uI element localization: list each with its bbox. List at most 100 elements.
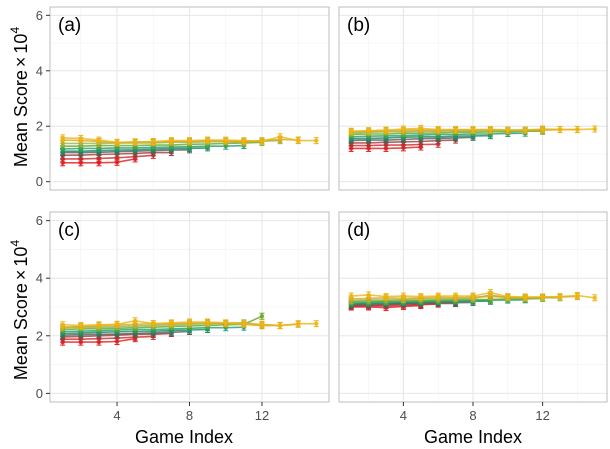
data-point <box>277 134 283 139</box>
data-point <box>366 128 371 133</box>
data-point <box>169 138 174 143</box>
data-point <box>241 321 247 326</box>
data-point <box>383 294 389 299</box>
data-point <box>366 292 371 298</box>
data-point <box>505 294 511 299</box>
data-point <box>205 319 210 325</box>
y-tick-label: 4 <box>36 271 43 286</box>
panel-border <box>49 6 330 191</box>
data-point <box>470 127 476 132</box>
data-point <box>383 127 389 133</box>
y-tick-label: 2 <box>36 119 43 134</box>
data-point <box>314 138 319 143</box>
data-point <box>96 137 102 143</box>
data-point <box>114 140 120 145</box>
data-point <box>488 290 493 295</box>
y-tick-label: 2 <box>36 328 43 343</box>
series-line <box>351 297 543 303</box>
y-tick-label: 6 <box>36 213 43 228</box>
y-axis-title-bottom: Mean Score×104 <box>8 240 31 381</box>
x-tick-label: 4 <box>400 408 407 423</box>
data-point <box>223 137 228 143</box>
data-point <box>401 293 406 299</box>
x-tick-label: 12 <box>255 408 269 423</box>
series-line <box>62 321 299 328</box>
series-line <box>62 141 263 147</box>
data-point <box>453 293 458 299</box>
series-line <box>62 315 263 331</box>
data-point <box>78 136 83 141</box>
data-point <box>187 319 192 325</box>
y-tick-label: 0 <box>36 386 43 401</box>
data-point <box>78 323 83 328</box>
data-point <box>314 321 319 326</box>
y-tick-label: 4 <box>36 63 43 78</box>
series-line <box>62 154 154 160</box>
series-line <box>62 149 190 154</box>
panel-label: (b) <box>347 15 370 36</box>
data-point <box>453 127 458 132</box>
y-tick-label: 0 <box>36 174 43 189</box>
data-point <box>557 294 563 299</box>
data-point <box>435 293 441 299</box>
data-point <box>523 127 528 133</box>
data-point <box>60 135 65 141</box>
data-point <box>557 127 563 132</box>
panel-label: (a) <box>58 15 81 36</box>
data-point <box>575 127 580 132</box>
x-axis-title-left: Game Index <box>135 427 233 447</box>
series-line <box>351 143 439 147</box>
x-axis-title-right: Game Index <box>424 427 522 447</box>
data-point <box>132 139 138 144</box>
data-point <box>296 138 301 143</box>
data-point <box>187 138 192 143</box>
data-point <box>169 320 174 326</box>
y-axis-title-top: Mean Score×104 <box>8 27 31 168</box>
data-point <box>223 320 228 326</box>
x-tick-label: 8 <box>469 408 476 423</box>
data-point <box>401 126 406 132</box>
series-line <box>351 136 474 142</box>
data-point <box>523 294 528 300</box>
data-point <box>470 293 476 299</box>
data-point <box>205 137 210 143</box>
panel-3: (d) 4 8 12 <box>338 211 608 423</box>
panel-1: (b) <box>338 6 608 191</box>
panel-2: (c) 0 2 4 6 4 8 12 <box>36 211 330 423</box>
panel-label: (c) <box>58 220 80 241</box>
data-point <box>132 318 138 324</box>
data-point <box>259 314 265 319</box>
data-point <box>592 295 598 300</box>
data-point <box>540 294 545 300</box>
series-line <box>62 335 154 341</box>
data-point <box>259 139 265 144</box>
data-point <box>151 139 156 144</box>
data-point <box>505 127 511 133</box>
data-point <box>592 126 598 132</box>
data-point <box>488 127 493 132</box>
data-point <box>60 322 65 328</box>
data-point <box>348 293 354 299</box>
series-line <box>62 330 190 336</box>
x-tick-label: 12 <box>535 408 549 423</box>
x-tick-label: 8 <box>186 408 193 423</box>
data-point <box>418 294 423 299</box>
data-point <box>259 322 265 327</box>
data-point <box>435 127 441 132</box>
data-point <box>114 322 120 327</box>
data-point <box>241 138 247 143</box>
data-point <box>277 323 283 328</box>
series-line <box>351 130 543 136</box>
data-point <box>96 322 102 328</box>
data-point <box>540 126 545 132</box>
panel-0: (a) 0 2 4 6 <box>36 6 330 191</box>
y-tick-label: 6 <box>36 8 43 23</box>
data-point <box>151 321 156 326</box>
x-tick-label: 4 <box>113 408 120 423</box>
data-point <box>575 293 580 298</box>
data-point <box>348 129 354 134</box>
panel-border <box>338 6 608 191</box>
panel-label: (d) <box>347 220 370 241</box>
data-point <box>418 126 423 131</box>
